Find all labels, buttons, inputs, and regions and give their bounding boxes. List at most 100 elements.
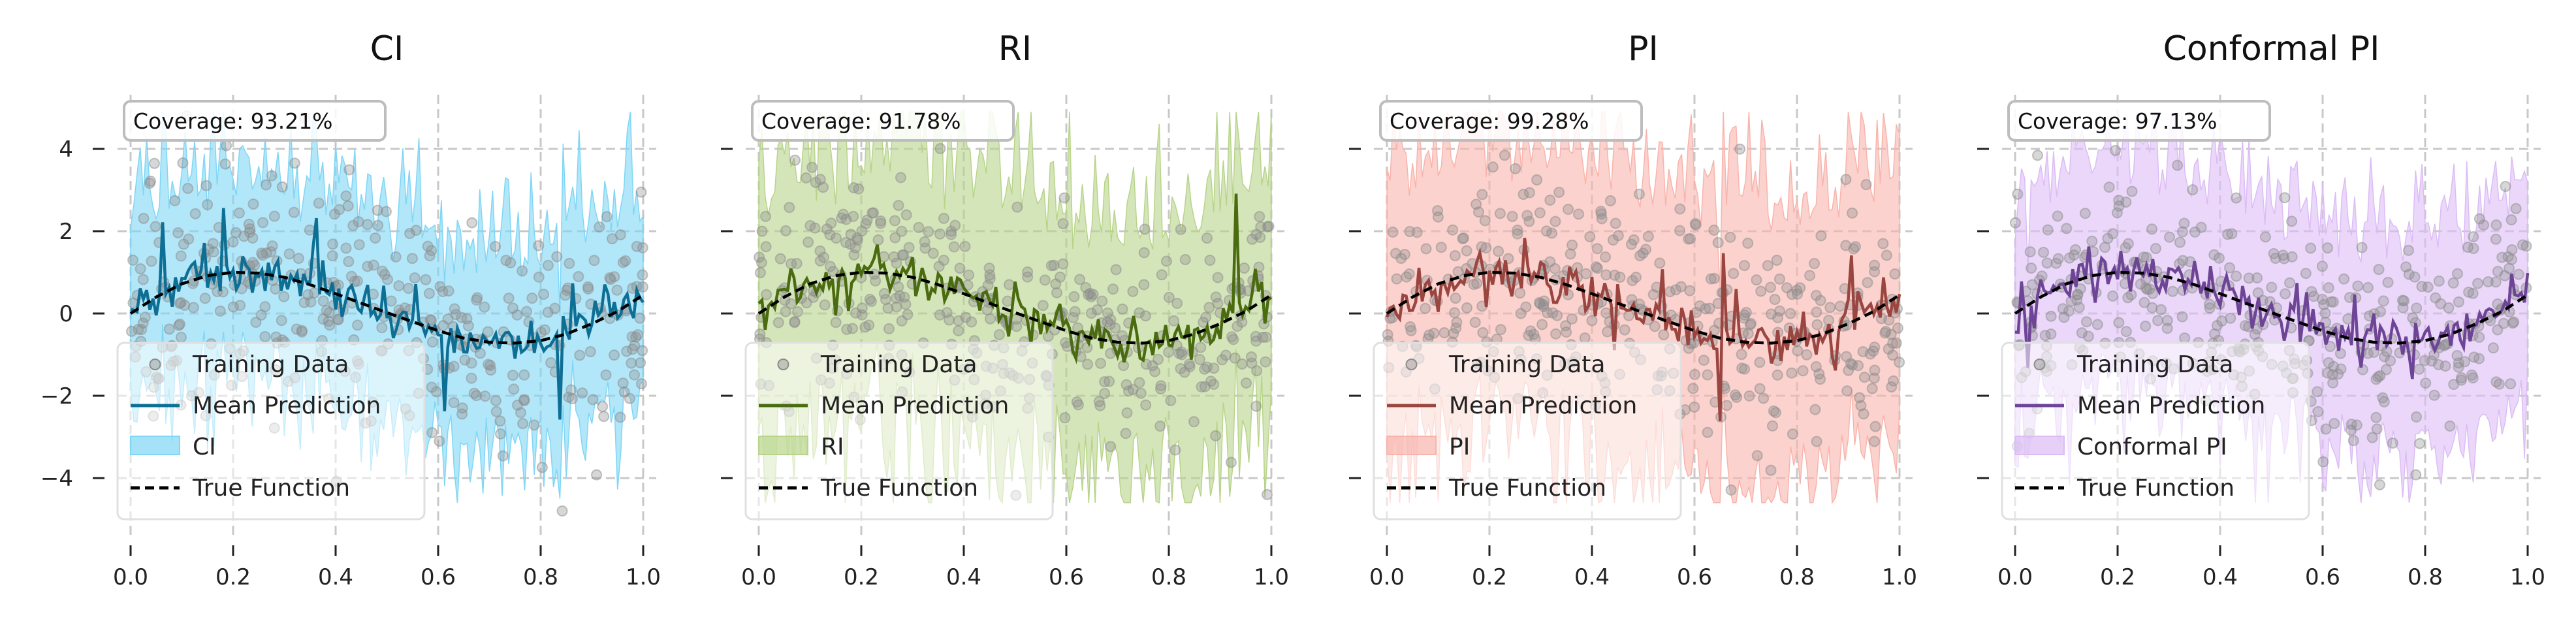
training-point — [1208, 362, 1220, 374]
training-point — [1450, 293, 1461, 304]
training-point — [2312, 386, 2323, 398]
training-point — [791, 257, 803, 269]
training-point — [938, 212, 949, 224]
training-point — [485, 360, 496, 372]
training-point — [507, 370, 518, 381]
training-point — [2468, 231, 2479, 243]
training-point — [1762, 260, 1773, 272]
training-point — [1260, 356, 1271, 368]
training-point — [230, 227, 242, 238]
training-point — [2286, 216, 2298, 227]
panel-title: CI — [370, 29, 404, 69]
x-tick-label: 0.2 — [2100, 564, 2135, 590]
coverage-box — [1379, 100, 1643, 142]
training-point — [1534, 207, 1546, 219]
training-point — [1451, 317, 1463, 329]
training-point — [208, 246, 219, 258]
training-point — [2490, 376, 2502, 388]
training-point — [1096, 295, 1108, 307]
training-point — [423, 287, 435, 299]
training-point — [2213, 252, 2225, 264]
training-point — [372, 219, 384, 231]
training-point — [1811, 436, 1822, 447]
legend-band-label: PI — [1449, 434, 1470, 460]
training-point — [2231, 270, 2242, 282]
training-point — [1134, 377, 1145, 389]
training-point — [1210, 291, 1222, 303]
training-point — [789, 317, 801, 329]
training-point — [1405, 321, 1416, 332]
training-point — [2413, 363, 2425, 375]
training-point — [1082, 359, 1094, 370]
training-point — [261, 179, 272, 191]
training-point — [626, 357, 637, 369]
training-point — [1734, 143, 1746, 155]
training-point — [276, 181, 288, 193]
training-point — [1561, 327, 1572, 338]
training-point — [804, 219, 816, 231]
training-point — [819, 299, 831, 311]
training-point — [1689, 368, 1700, 380]
training-point — [1121, 407, 1133, 419]
training-point — [588, 255, 600, 266]
coverage-box — [123, 100, 387, 142]
training-point — [1479, 215, 1491, 227]
training-point — [2209, 328, 2221, 340]
training-point — [1890, 337, 1902, 349]
training-point — [913, 221, 925, 233]
training-point — [814, 245, 826, 257]
training-point — [2319, 307, 2331, 319]
training-point — [2435, 298, 2447, 310]
training-point — [244, 227, 255, 238]
training-point — [1850, 241, 1862, 253]
training-point — [1744, 319, 1756, 330]
training-point — [1138, 247, 1150, 259]
training-point — [1612, 230, 1624, 242]
training-point — [2362, 281, 2374, 293]
training-point — [1072, 399, 1084, 411]
training-point — [332, 314, 344, 326]
training-point — [966, 316, 978, 328]
training-point — [1175, 223, 1186, 235]
training-point — [840, 214, 852, 225]
training-point — [2176, 311, 2188, 323]
training-point — [635, 378, 647, 390]
training-point — [1520, 301, 1532, 313]
training-point — [594, 221, 605, 233]
training-point — [327, 238, 339, 250]
training-point — [512, 399, 524, 411]
training-point — [227, 236, 239, 248]
training-point — [2473, 331, 2485, 343]
training-point — [1809, 404, 1821, 415]
training-point — [539, 324, 550, 336]
training-point — [1604, 195, 1616, 206]
training-point — [1702, 426, 1713, 438]
training-point — [382, 274, 394, 285]
training-point — [1584, 231, 1596, 242]
training-point — [2451, 268, 2463, 280]
training-point — [1834, 300, 1846, 312]
training-point — [490, 406, 502, 417]
training-point — [1862, 277, 1873, 289]
training-point — [2305, 242, 2317, 254]
training-point — [2081, 316, 2093, 328]
training-point — [342, 200, 354, 212]
training-point — [479, 391, 491, 402]
training-point — [517, 418, 529, 430]
training-point — [919, 242, 931, 254]
training-point — [1382, 329, 1393, 340]
training-point — [1894, 357, 1905, 368]
training-point — [1210, 430, 1222, 441]
training-point — [2103, 182, 2115, 193]
training-point — [1840, 240, 1852, 251]
training-point — [479, 301, 490, 313]
training-point — [850, 307, 862, 319]
training-point — [1155, 380, 1167, 392]
training-point — [1251, 365, 1263, 377]
training-point — [1439, 327, 1450, 338]
training-point — [1809, 258, 1821, 270]
true-function-line — [129, 270, 644, 345]
panel-4: Conformal PI 0.0 0.2 0.4 0.6 0.8 1.0 Coverage: … — [1977, 29, 2545, 590]
training-point — [923, 226, 934, 238]
training-point — [255, 309, 267, 321]
